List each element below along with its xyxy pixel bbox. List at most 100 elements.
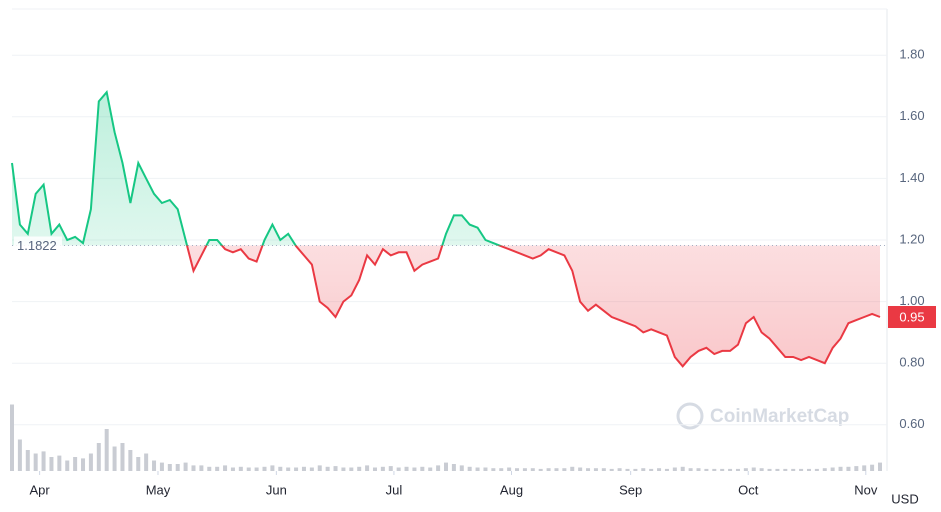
volume-bar (286, 467, 291, 471)
volume-bar (41, 451, 46, 471)
volume-bar (870, 464, 875, 471)
volume-bar (609, 468, 614, 471)
area-up (12, 92, 880, 246)
volume-bar (341, 467, 346, 471)
volume-bar (720, 468, 725, 471)
volume-bar (751, 467, 756, 471)
volume-bar (791, 468, 796, 471)
volume-bar (515, 468, 520, 471)
volume-bar (294, 467, 299, 471)
volume-bar (10, 404, 14, 471)
volume-bar (333, 466, 338, 471)
y-tick-label: 1.60 (899, 108, 924, 123)
volume-bar (862, 465, 867, 471)
volume-bar (175, 464, 180, 471)
volume-bar (428, 467, 433, 471)
volume-bar (854, 466, 859, 471)
volume-bar (254, 467, 259, 471)
volume-bar (144, 453, 149, 471)
volume-bar (680, 466, 685, 471)
volume-bar (633, 468, 638, 471)
y-tick-label: 0.80 (899, 355, 924, 370)
volume-bar (570, 466, 575, 471)
volume-bar (759, 468, 764, 471)
volume-bar (372, 467, 377, 471)
volume-bar (317, 465, 322, 471)
x-tick-label: Apr (30, 482, 51, 497)
volume-bar (467, 466, 472, 471)
volume-bar (270, 465, 275, 471)
volume-bar (704, 468, 709, 471)
volume-bar (530, 468, 535, 471)
volume-bar (617, 468, 622, 471)
volume-bar (664, 468, 669, 471)
y-tick-label: 0.60 (899, 416, 924, 431)
x-tick-label: Jul (386, 482, 403, 497)
volume-bar (728, 468, 733, 471)
volume-bar (420, 466, 425, 471)
volume-bar (522, 468, 527, 471)
volume-bar (546, 468, 551, 471)
volume-bar (459, 465, 464, 471)
volume-bar (104, 429, 109, 471)
volume-bar (830, 467, 835, 471)
volume-bar (554, 468, 559, 471)
volume-bar (223, 465, 228, 471)
baseline-label-bg (14, 236, 62, 255)
volume-bar (601, 468, 606, 471)
volume-bar (649, 468, 654, 471)
x-tick-label: Jun (266, 482, 287, 497)
volume-bar (451, 464, 456, 471)
volume-bar (17, 439, 22, 471)
volume-bar (657, 468, 662, 471)
x-tick-label: Nov (854, 482, 878, 497)
volume-bar (120, 443, 125, 471)
volume-bar (65, 460, 70, 471)
y-tick-label: 1.40 (899, 170, 924, 185)
volume-bar (152, 460, 157, 471)
volume-bar (128, 450, 133, 471)
x-tick-label: Sep (619, 482, 642, 497)
volume-bar (444, 462, 448, 471)
volume-bar (96, 443, 101, 471)
volume-bar (81, 458, 86, 471)
volume-bar (491, 468, 496, 471)
volume-bar (199, 465, 204, 471)
volume-bar (878, 462, 882, 471)
last-price-box (888, 306, 936, 328)
volume-bar (767, 468, 772, 471)
volume-bar (625, 468, 630, 471)
volume-bar (396, 467, 401, 471)
volume-bar (262, 466, 267, 471)
volume-bar (696, 468, 701, 471)
volume-bar (167, 464, 172, 471)
volume-bar (838, 466, 843, 471)
volume-bar (112, 446, 117, 471)
volume-bar (672, 467, 677, 471)
volume-bar (309, 467, 314, 471)
volume-bar (593, 468, 598, 471)
volume-bar (846, 466, 851, 471)
volume-bar (357, 466, 362, 471)
volume-bar (159, 462, 164, 471)
volume-bar (735, 468, 740, 471)
y-tick-label: 1.00 (899, 293, 924, 308)
x-tick-label: Aug (500, 482, 523, 497)
volume-bar (562, 468, 567, 471)
volume-bar (365, 465, 370, 471)
volume-bar (436, 465, 441, 471)
volume-bar (33, 453, 38, 471)
volume-bar (57, 455, 62, 471)
volume-bar (183, 462, 188, 471)
volume-bar (412, 467, 417, 471)
volume-bar (688, 468, 693, 471)
volume-bar (73, 457, 78, 471)
volume-bar (388, 466, 393, 471)
volume-bar (404, 466, 409, 471)
volume-bar (475, 467, 480, 471)
volume-bar (483, 467, 488, 471)
volume-bar (278, 466, 283, 471)
baseline-label: 1.1822 (17, 238, 57, 253)
volume-bar (712, 468, 717, 471)
volume-bar (301, 466, 306, 471)
